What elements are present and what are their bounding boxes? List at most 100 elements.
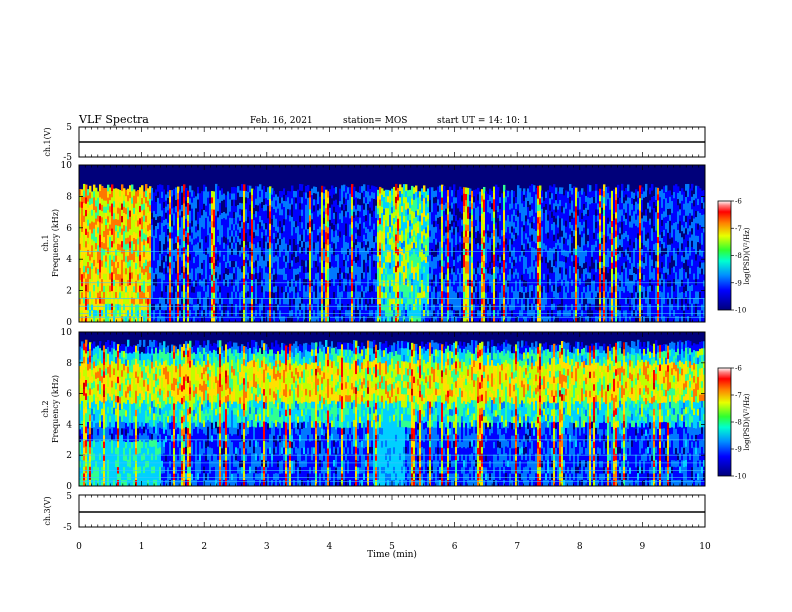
spectrogram-cell — [291, 228, 294, 236]
spectrogram-cell — [233, 223, 236, 231]
spectrogram-cell — [285, 315, 288, 322]
spectrogram-cell — [471, 238, 474, 245]
spectrogram-cell — [141, 315, 144, 322]
spectrogram-cell — [273, 298, 276, 305]
spectrogram-cell — [437, 260, 440, 268]
spectrogram-cell — [265, 241, 268, 248]
spectrogram-cell — [393, 297, 396, 304]
spectrogram-cell — [475, 255, 478, 263]
spectrogram-cell — [305, 284, 308, 292]
spectrogram-cell — [365, 298, 368, 305]
spectrogram-cell — [321, 266, 324, 273]
spectrogram-cell — [401, 211, 404, 219]
spectrogram-cell — [95, 224, 98, 231]
spectrogram-cell — [305, 192, 308, 199]
spectrogram-cell — [421, 255, 424, 262]
spectrogram-cell — [115, 255, 118, 262]
spectrogram-cell — [483, 199, 486, 206]
spectrogram-cell — [205, 260, 208, 268]
spectrogram-cell — [487, 315, 490, 322]
spectrogram-cell — [421, 267, 424, 274]
spectrogram-cell — [159, 184, 162, 192]
spectrogram-cell — [403, 253, 406, 260]
spectrogram-cell — [357, 315, 360, 322]
spectrogram-cell — [145, 278, 148, 285]
spectrogram-cell — [475, 249, 478, 257]
spectrogram-cell — [315, 285, 318, 292]
spectrogram-cell — [365, 268, 368, 275]
spectrogram-cell — [341, 222, 344, 230]
spectrogram-cell — [351, 209, 354, 216]
spectrogram-cell — [415, 266, 418, 273]
spectrogram-cell — [113, 315, 116, 322]
spectrogram-cell — [387, 279, 390, 287]
spectrogram-cell — [387, 303, 390, 311]
spectrogram-cell — [161, 278, 164, 286]
spectrogram-cell — [233, 303, 236, 311]
spectrogram-cell — [367, 240, 370, 248]
spectrogram-cell — [307, 222, 310, 229]
spectrogram-cell — [201, 208, 204, 216]
spectrogram-cell — [433, 190, 436, 198]
spectrogram-cell — [185, 248, 188, 256]
spectrogram-cell — [215, 202, 218, 210]
spectrogram-cell — [217, 229, 220, 236]
spectrogram-cell — [87, 201, 90, 208]
spectrogram-cell — [419, 280, 422, 287]
spectrogram-cell — [115, 267, 118, 274]
spectrogram-cell — [247, 253, 250, 261]
spectrogram-cell — [147, 297, 150, 305]
spectrogram-cell — [85, 234, 88, 242]
spectrogram-cell — [269, 204, 272, 212]
spectrogram-cell — [261, 195, 264, 203]
spectrogram-cell — [423, 290, 426, 298]
spectrogram-cell — [89, 260, 92, 267]
spectrogram-cell — [387, 207, 390, 215]
spectrogram-cell — [245, 214, 248, 222]
spectrogram-cell — [373, 278, 376, 286]
spectrogram-cell — [473, 273, 476, 281]
spectrogram-cell — [205, 285, 208, 292]
spectrogram-cell — [85, 297, 88, 304]
spectrogram-cell — [111, 196, 114, 204]
spectrogram-cell — [399, 240, 402, 248]
spectrogram-cell — [115, 273, 118, 280]
spectrogram-cell — [493, 192, 496, 200]
spectrogram-cell — [241, 315, 244, 322]
spectrogram-cell — [223, 297, 226, 304]
spectrogram-cell — [417, 202, 420, 210]
spectrogram-cell — [117, 267, 120, 275]
spectrogram-cell — [195, 231, 198, 239]
spectrogram-cell — [81, 213, 84, 220]
spectrogram-cell — [507, 298, 510, 305]
spectrogram-cell — [201, 220, 204, 228]
spectrogram-cell — [189, 222, 192, 230]
spectrogram-cell — [175, 291, 178, 298]
spectrogram-cell — [461, 188, 464, 196]
spectrogram-cell — [403, 246, 406, 254]
spectrogram-cell — [197, 242, 200, 249]
spectrogram-cell — [417, 262, 420, 269]
spectrogram-cell — [413, 303, 416, 311]
spectrogram-cell — [111, 184, 114, 192]
spectrogram-cell — [203, 253, 206, 260]
spectrogram-cell — [119, 196, 122, 203]
spectrogram-cell — [215, 183, 218, 191]
spectrogram-cell — [149, 303, 152, 311]
spectrogram-cell — [113, 237, 116, 244]
spectrogram-cell — [235, 236, 238, 243]
spectrogram-cell — [453, 215, 456, 223]
spectrogram-cell — [417, 226, 420, 234]
spectrogram-cell — [475, 189, 478, 196]
spectrogram-cell — [91, 197, 94, 204]
spectrogram-cell — [335, 223, 338, 231]
spectrogram-cell — [105, 236, 108, 244]
spectrogram-cell — [291, 197, 294, 205]
spectrogram-cell — [289, 215, 292, 222]
spectrogram-cell — [503, 222, 506, 229]
spectrogram-cell — [433, 226, 436, 234]
spectrogram-cell — [263, 204, 266, 212]
spectrogram-cell — [369, 285, 372, 293]
spectrogram-cell — [179, 298, 182, 305]
spectrogram-cell — [293, 286, 296, 293]
